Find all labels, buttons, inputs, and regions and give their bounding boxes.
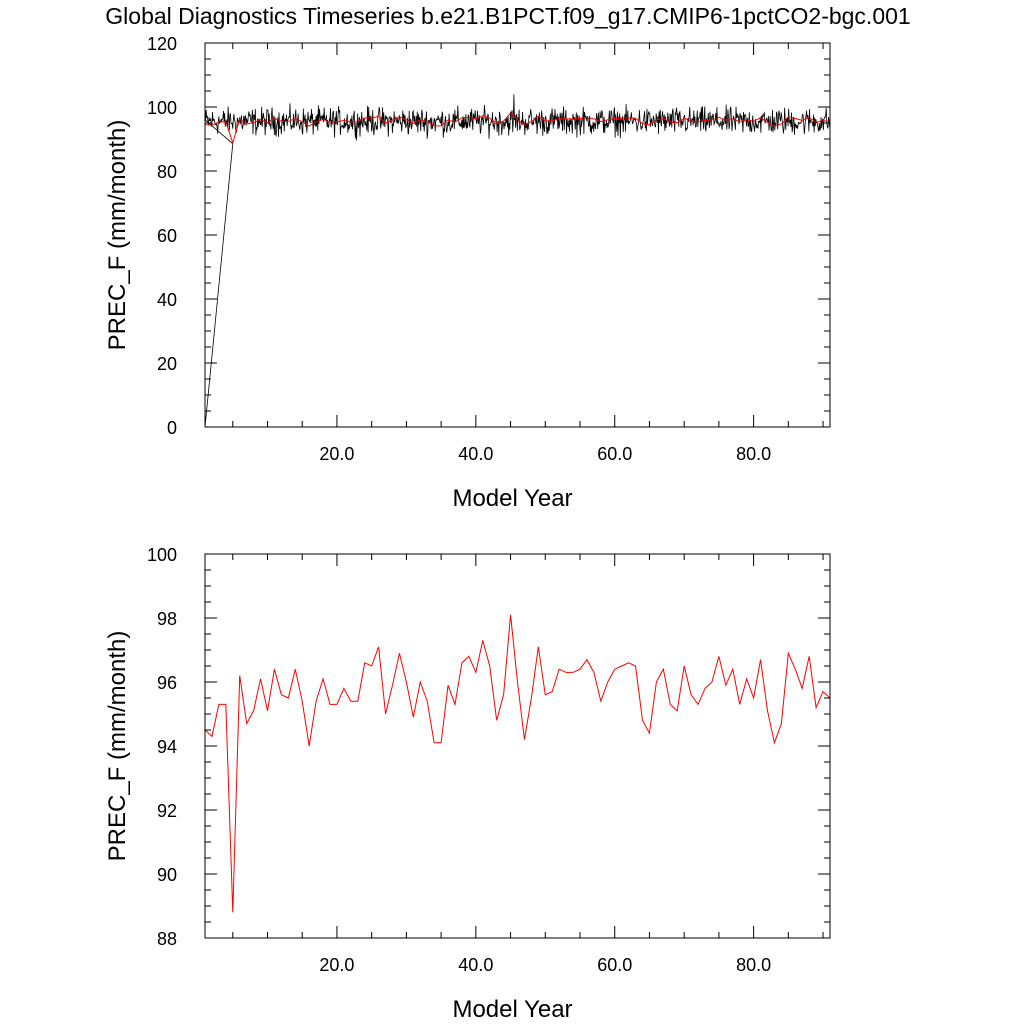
y-tick-label: 100 (147, 545, 177, 565)
y-tick-label: 92 (157, 801, 177, 821)
axis-ticks (205, 553, 830, 939)
y-tick-label: 94 (157, 737, 177, 757)
axis-ticks (205, 42, 830, 428)
y-tick-label: 100 (147, 98, 177, 118)
y-tick-label: 88 (157, 929, 177, 949)
y-tick-label: 90 (157, 865, 177, 885)
x-axis-label: Model Year (452, 996, 572, 1023)
y-axis-label: PREC_F (mm/month) (104, 120, 131, 351)
y-tick-label: 98 (157, 609, 177, 629)
y-tick-label: 60 (157, 226, 177, 246)
y-tick-label: 96 (157, 673, 177, 693)
x-tick-label: 60.0 (597, 955, 632, 975)
y-tick-label: 20 (157, 354, 177, 374)
y-tick-label: 40 (157, 290, 177, 310)
y-tick-label: 120 (147, 34, 177, 54)
bottom-panel: 20.0 40.0 60.0 80.0 88 90 92 94 96 98 100 Model Yea… (104, 545, 831, 1023)
x-tick-label: 40.0 (458, 955, 493, 975)
x-axis-label: Model Year (452, 485, 572, 512)
plot-frame (204, 42, 831, 428)
figure-title: Global Diagnostics Timeseries b.e21.B1PC… (105, 3, 910, 29)
plot-frame (204, 553, 831, 939)
x-tick-label: 80.0 (736, 955, 771, 975)
top-annual-series-line (205, 112, 830, 145)
y-axis-label: PREC_F (mm/month) (104, 631, 131, 862)
top-panel: 20.0 40.0 60.0 80.0 0 20 40 60 80 100 120 Model Yea… (104, 34, 831, 512)
bottom-annual-series-line (205, 614, 830, 913)
y-tick-label: 0 (167, 418, 177, 438)
top-monthly-series-line (205, 94, 830, 427)
x-tick-label: 20.0 (319, 444, 354, 464)
y-tick-label: 80 (157, 162, 177, 182)
x-tick-label: 60.0 (597, 444, 632, 464)
x-tick-label: 80.0 (736, 444, 771, 464)
x-tick-label: 20.0 (319, 955, 354, 975)
x-tick-label: 40.0 (458, 444, 493, 464)
